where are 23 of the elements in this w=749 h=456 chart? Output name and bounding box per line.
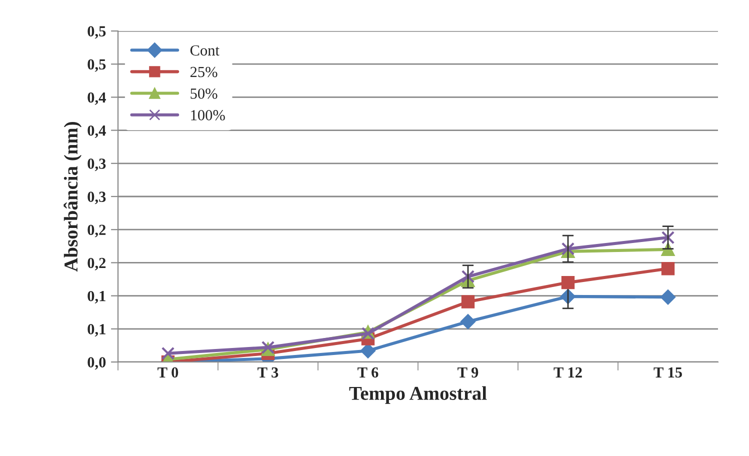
legend-label: 50% — [190, 88, 218, 99]
legend-label: 25% — [190, 66, 218, 78]
y-tick-label: 0,1 — [88, 324, 106, 337]
y-tick-label: 0,5 — [88, 59, 106, 72]
y-tick-label: 0,3 — [88, 158, 106, 172]
x-tick-label: T 3 — [258, 367, 278, 378]
x-tick-label: T 12 — [554, 367, 582, 378]
y-tick-label: 0,1 — [88, 290, 106, 304]
y-tick-label: 0,2 — [88, 258, 106, 270]
y-tick-label: 0,2 — [88, 224, 106, 238]
y-tick-label: 0,3 — [88, 192, 106, 204]
x-tick-label: T 0 — [158, 367, 178, 378]
x-tick-label: T 9 — [458, 367, 478, 378]
legend-label: Cont — [190, 45, 220, 56]
y-tick-label: 0,4 — [88, 92, 106, 105]
y-tick-label: 0,0 — [88, 357, 106, 370]
x-tick-label: T 6 — [358, 367, 378, 378]
y-axis-title: Absorbância (nm) — [64, 122, 82, 272]
x-axis-title: Tempo Amostral — [349, 386, 487, 404]
y-tick-label: 0,4 — [88, 125, 106, 138]
x-tick-label: T 15 — [654, 367, 682, 378]
y-tick-label: 0,5 — [88, 26, 106, 39]
legend-label: 100% — [191, 110, 225, 120]
